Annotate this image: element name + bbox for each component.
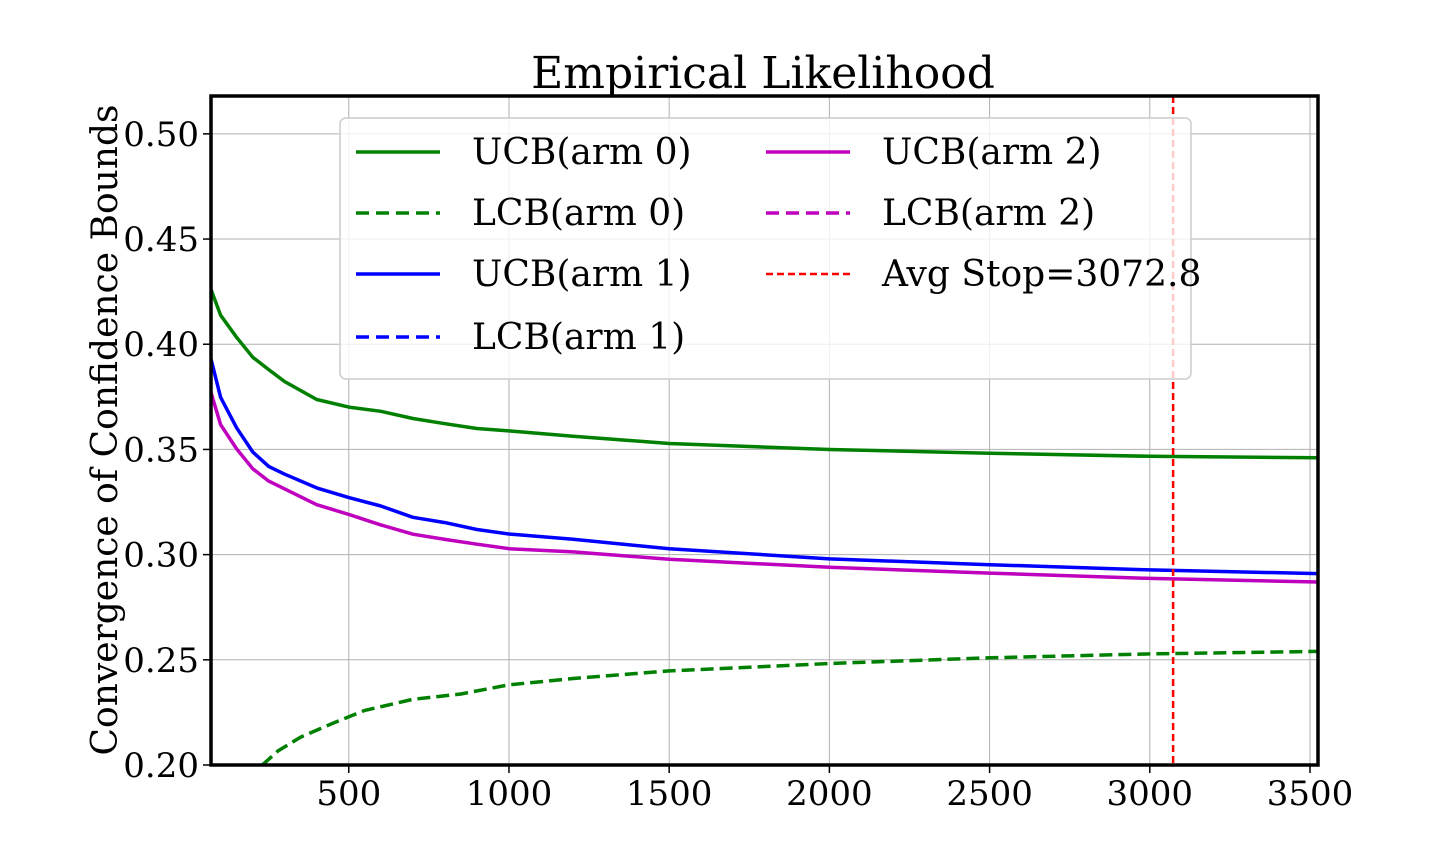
y-tick-label: 0.40 <box>123 325 199 365</box>
series-line-ucb-arm-2 <box>211 392 1318 584</box>
chart-title: Empirical Likelihood <box>531 48 995 99</box>
legend: UCB(arm 0) LCB(arm 0) UCB(arm 1) LCB(arm 1)… <box>339 117 1201 380</box>
legend-label-avg-stop-3072-8: Avg Stop=3072.8 <box>881 254 1201 295</box>
x-tick-label: 3000 <box>1107 774 1194 814</box>
legend-label-lcb-arm-1: LCB(arm 1) <box>472 317 685 358</box>
x-tick-label: 1500 <box>626 774 713 814</box>
x-tick-label: 500 <box>316 774 381 814</box>
legend-label-lcb-arm-2: LCB(arm 2) <box>882 193 1095 234</box>
legend-label-ucb-arm-0: UCB(arm 0) <box>472 132 692 173</box>
y-tick-label: 0.20 <box>123 746 199 786</box>
y-tick-label: 0.50 <box>123 115 199 155</box>
x-tick-label: 2500 <box>946 774 1033 814</box>
y-tick-label: 0.45 <box>123 220 199 260</box>
y-tick-label: 0.30 <box>123 536 199 576</box>
x-tick-label: 2000 <box>786 774 873 814</box>
ticks: 500 1000 1500 2000 2500 3000 3500 0.20 0.25 0.30 0… <box>123 115 1353 814</box>
y-tick-label: 0.35 <box>123 430 199 470</box>
legend-label-lcb-arm-0: LCB(arm 0) <box>472 193 685 234</box>
legend-label-ucb-arm-2: UCB(arm 2) <box>882 132 1102 173</box>
series-line-ucb-arm-1 <box>211 358 1318 576</box>
y-axis-label: Convergence of Confidence Bounds <box>85 104 126 755</box>
legend-box <box>339 117 1192 380</box>
series-line-ucb-arm-0 <box>211 288 1318 460</box>
x-tick-label: 3500 <box>1267 774 1354 814</box>
y-tick-label: 0.25 <box>123 641 199 681</box>
series-line-lcb-arm-0 <box>261 649 1318 765</box>
plot-frame <box>209 94 1320 767</box>
legend-label-ucb-arm-1: UCB(arm 1) <box>472 254 692 295</box>
x-tick-label: 1000 <box>466 774 553 814</box>
